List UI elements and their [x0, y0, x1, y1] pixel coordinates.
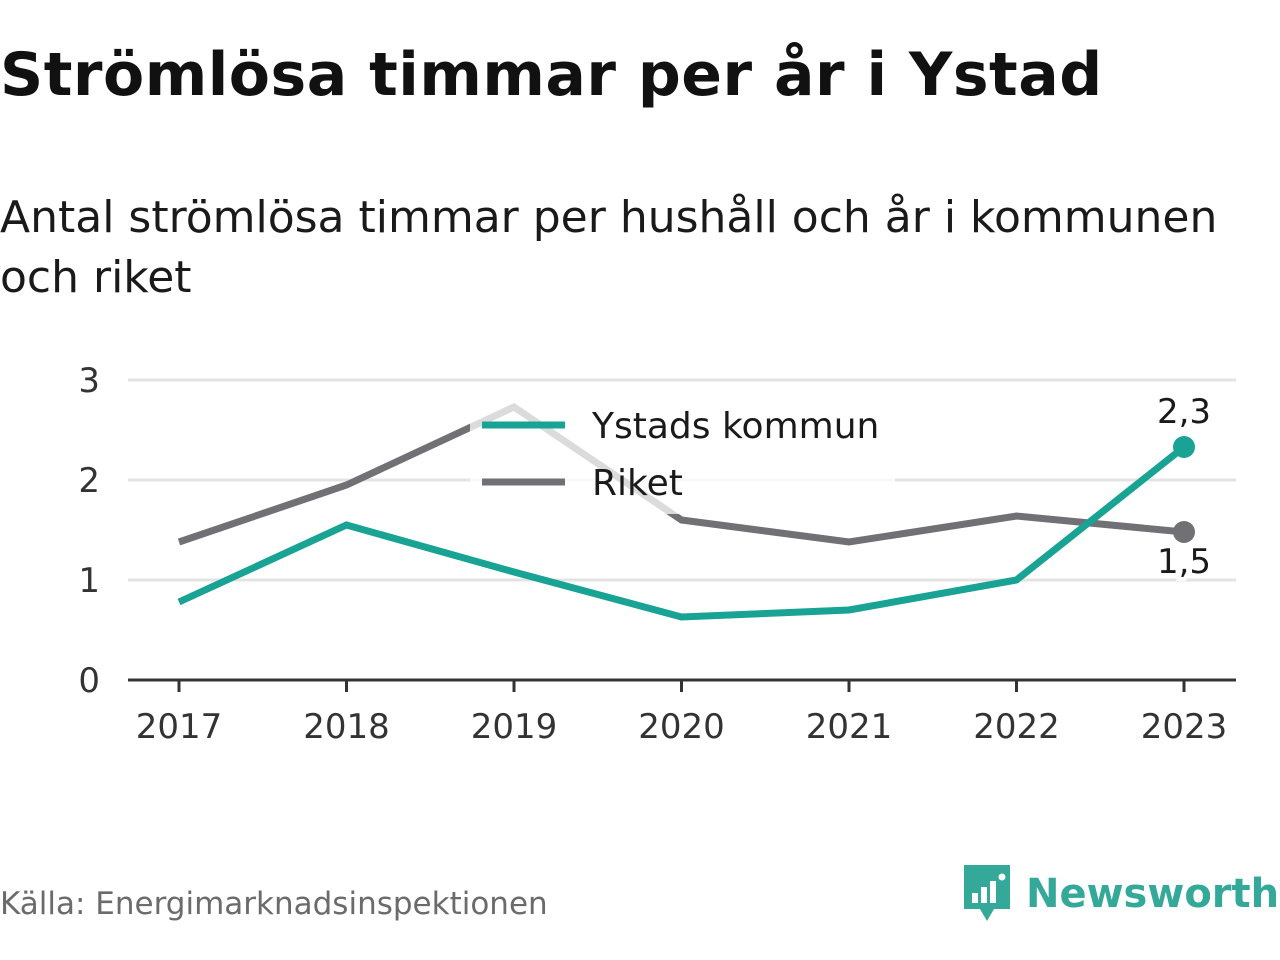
end-value-label: 1,5 — [1157, 542, 1211, 582]
bar-chart-speech-bubble-icon — [964, 865, 1010, 921]
legend-label: Riket — [592, 463, 683, 504]
x-tick-label: 2019 — [471, 707, 558, 747]
line-chart: 0 1 2 3 2017 2018 2019 2020 2021 2022 2023 2,3 1,5 Ys… — [78, 361, 1236, 747]
y-tick-label: 3 — [78, 361, 100, 401]
series-line-riket — [177, 402, 1185, 546]
x-tick-label: 2021 — [806, 707, 893, 747]
end-point-riket — [1173, 521, 1195, 543]
y-tick-label: 2 — [78, 461, 100, 501]
source-note: Källa: Energimarknadsinspektionen — [0, 886, 548, 922]
end-value-label: 2,3 — [1157, 392, 1211, 432]
x-tick-label: 2017 — [136, 707, 223, 747]
chart-subtitle: Antal strömlösa timmar per hushåll och å… — [0, 192, 1218, 303]
newsworthy-logo: Newsworthy — [962, 862, 1280, 926]
x-tick-label: 2018 — [303, 707, 390, 747]
x-tick-label: 2023 — [1141, 707, 1228, 747]
x-tick-label: 2020 — [638, 707, 725, 747]
chart-title: Strömlösa timmar per år i Ystad — [0, 40, 1103, 110]
end-point-ystads-kommun — [1173, 436, 1195, 458]
y-tick-label: 1 — [78, 561, 100, 601]
x-tick-label: 2022 — [973, 707, 1060, 747]
brand-name: Newsworthy — [1026, 871, 1280, 917]
legend-label: Ystads kommun — [591, 406, 879, 447]
y-tick-label: 0 — [78, 661, 100, 701]
legend-background — [470, 394, 895, 514]
series-line-ystads-kommun — [177, 444, 1187, 621]
